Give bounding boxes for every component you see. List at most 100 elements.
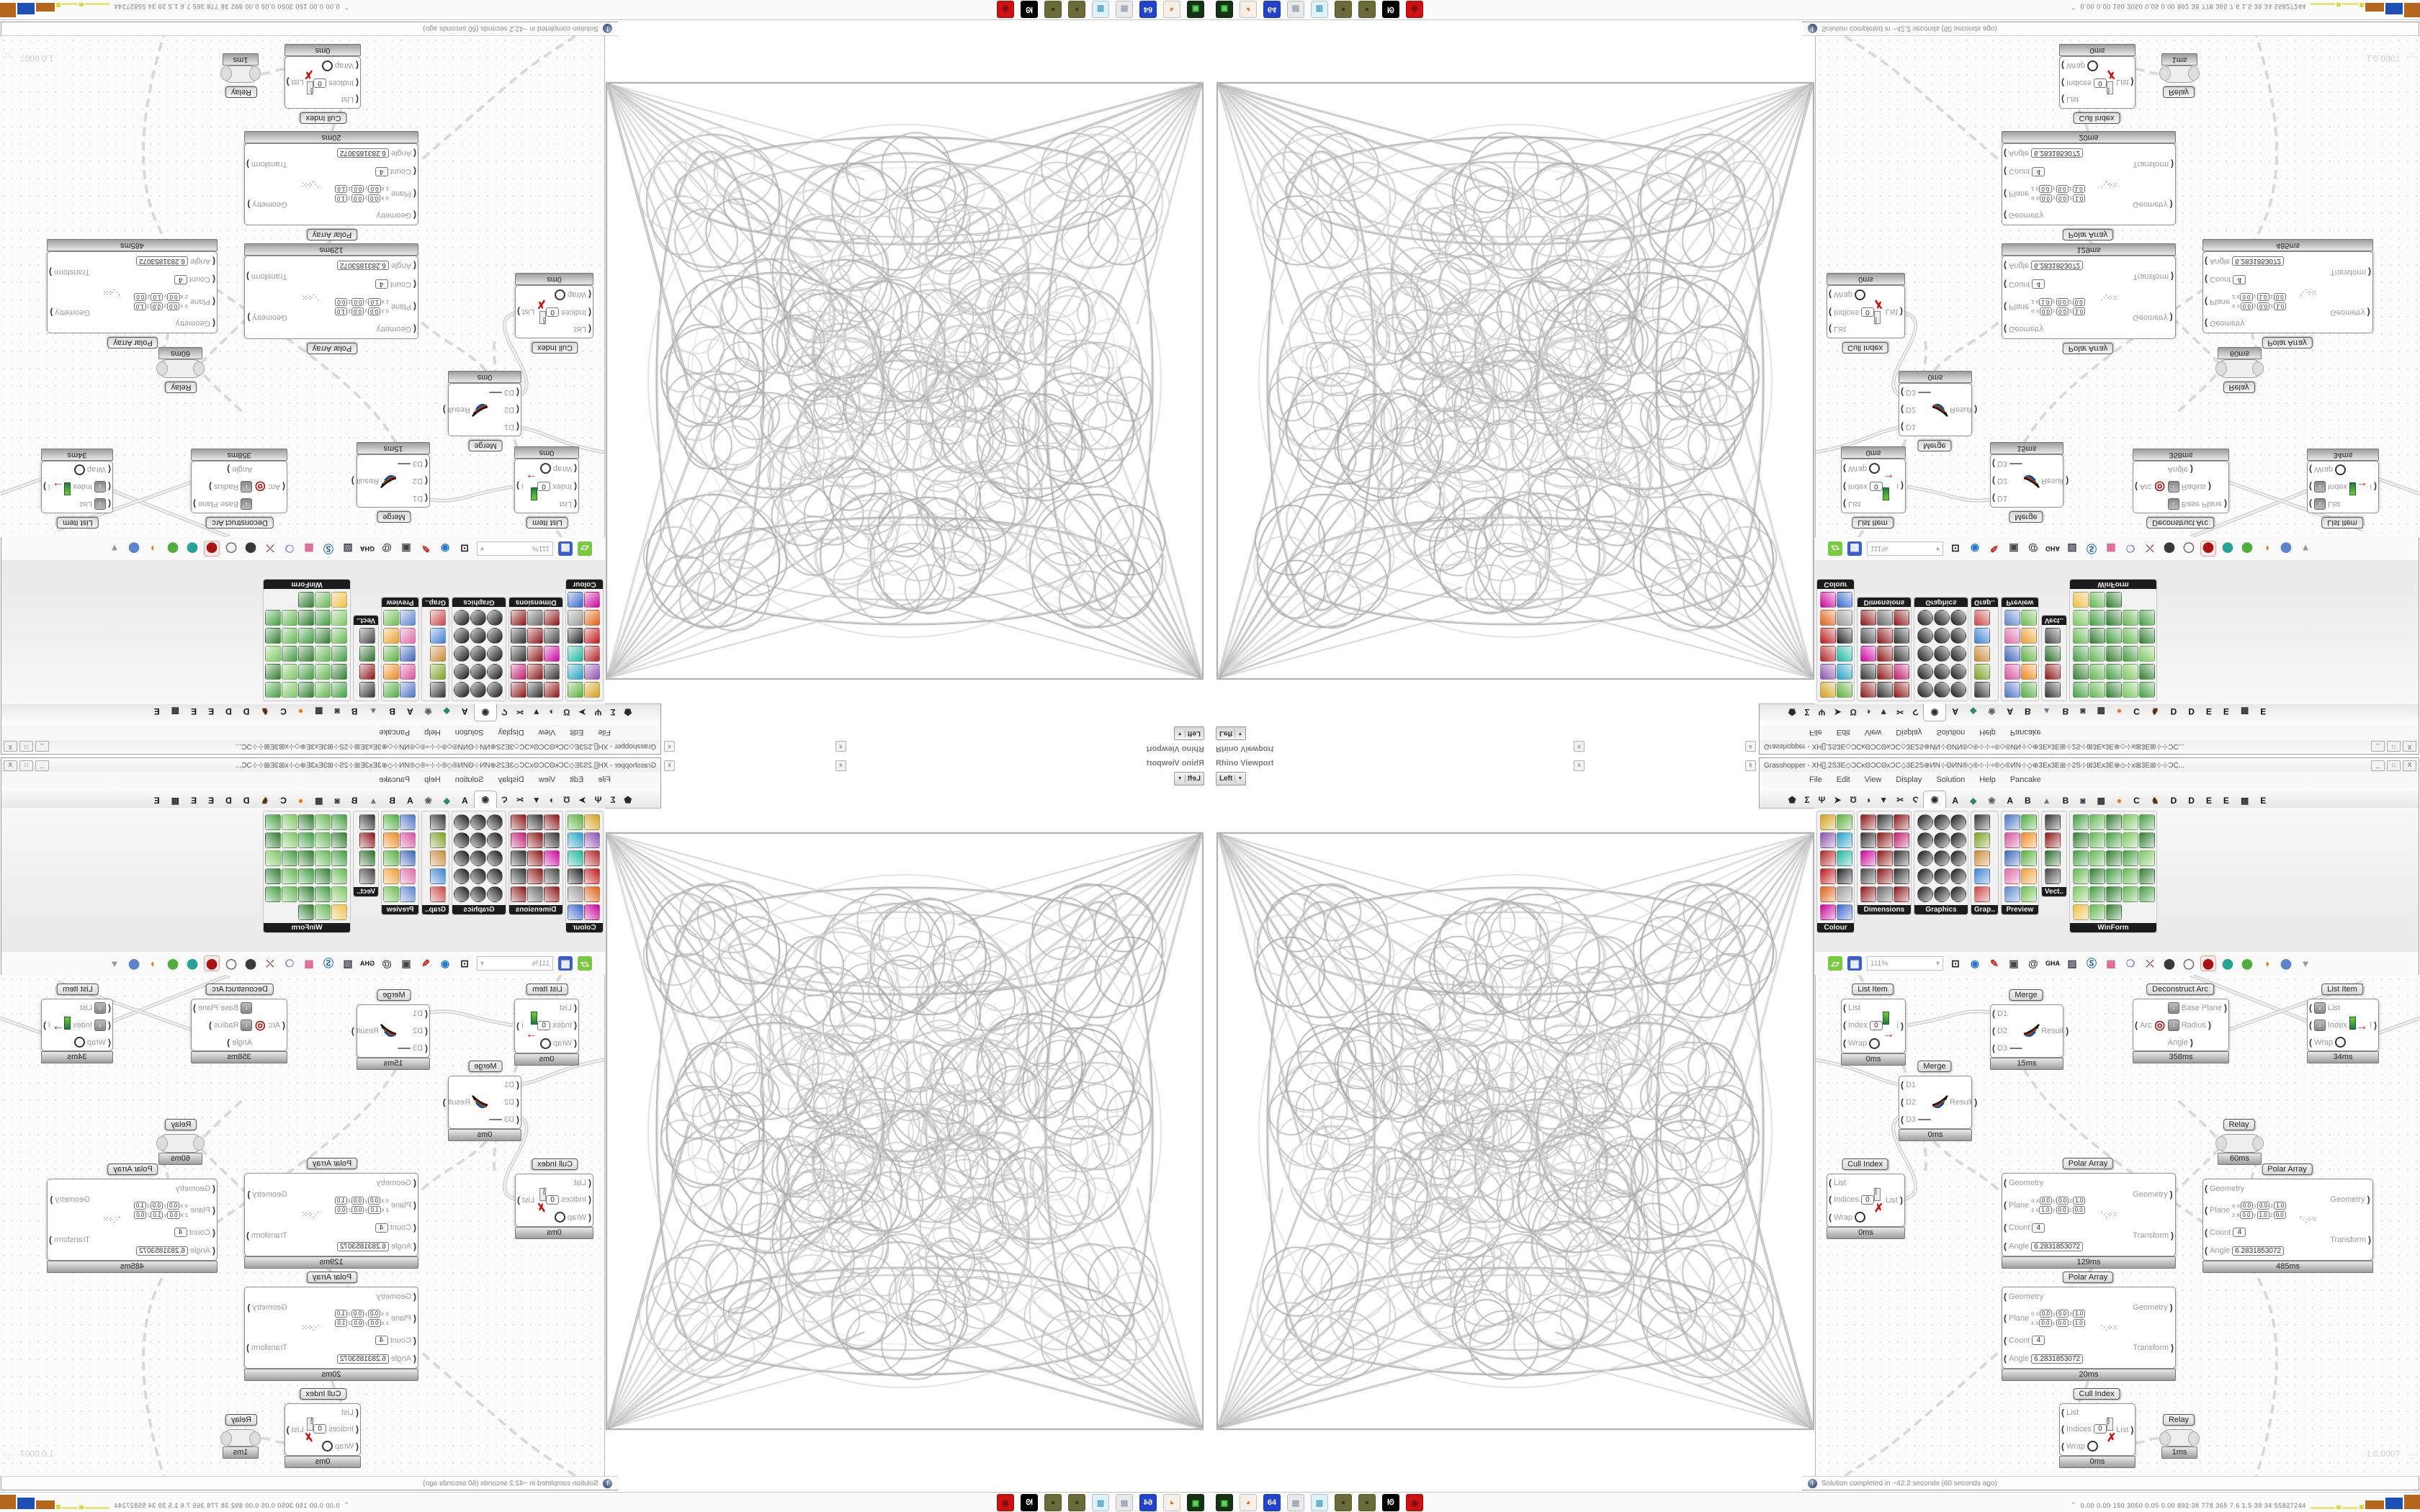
component-icon[interactable] bbox=[1917, 682, 1933, 698]
input-d1[interactable]: (D1 bbox=[1992, 493, 2022, 503]
component-icon[interactable] bbox=[383, 868, 400, 884]
camo-ball-icon[interactable]: ● bbox=[1068, 1, 1085, 18]
output-result[interactable]: Result) bbox=[443, 1097, 470, 1107]
node-nameplate-merge[interactable]: Merge bbox=[377, 989, 411, 1001]
input-wrap[interactable]: (Wrap bbox=[546, 1212, 591, 1223]
category-tab-plugin[interactable]: E bbox=[153, 706, 160, 716]
input-index[interactable]: (Index 0 bbox=[537, 482, 577, 492]
category-tab-plugin[interactable]: D bbox=[243, 796, 250, 806]
component-icon[interactable] bbox=[331, 610, 347, 626]
input-d1[interactable]: (D1 bbox=[1992, 1009, 2022, 1019]
preview-quality-green-button[interactable]: ⬤ bbox=[2241, 957, 2253, 969]
component-polar-array[interactable]: (Geometry(Plane o x 0.0 y 0.0 z 1.0 z x 0.0 y 1.0 z… bbox=[47, 1179, 218, 1261]
node-nameplate-list-item[interactable]: List Item bbox=[57, 517, 99, 528]
category-tab-plugin[interactable]: B bbox=[351, 796, 358, 806]
find-button[interactable]: Ⓢ bbox=[2087, 543, 2097, 554]
component-icon[interactable] bbox=[297, 832, 314, 848]
component-icon[interactable] bbox=[264, 868, 281, 884]
component-icon[interactable] bbox=[297, 646, 314, 662]
component-icon[interactable] bbox=[544, 868, 560, 884]
component-polar-array[interactable]: (Geometry(Plane o x 0.0 y 0.0 z 1.0 z x 1.0 y 0.0 z… bbox=[2002, 1173, 2176, 1256]
component-icon[interactable] bbox=[544, 628, 560, 644]
output-radius[interactable]: ↓ Radius) bbox=[193, 480, 253, 492]
component-cull-index[interactable]: (List(Indices 0(Wrap 1 2✗ List) bbox=[284, 1403, 361, 1456]
component-icon[interactable] bbox=[1837, 832, 1852, 848]
input-value[interactable]: 4 bbox=[2032, 1336, 2045, 1346]
component-icon[interactable] bbox=[1837, 610, 1852, 626]
component-icon[interactable] bbox=[470, 886, 486, 902]
category-tab-plugin[interactable]: A bbox=[461, 706, 468, 716]
grasshopper-canvas[interactable]: List Item(List(Index 0(Wrap → i) 0ms Merge(D1… bbox=[0, 36, 605, 537]
input-value[interactable]: 6.2831853072 bbox=[336, 261, 389, 271]
category-tab-plugin[interactable]: ◙ bbox=[2080, 796, 2086, 806]
category-tab-plugin[interactable]: ▩ bbox=[2240, 796, 2249, 806]
component-icon[interactable] bbox=[359, 868, 376, 884]
component-icon[interactable] bbox=[1950, 682, 1966, 698]
component-icon[interactable] bbox=[383, 628, 400, 644]
component-icon[interactable] bbox=[430, 682, 446, 698]
node-nameplate-polar-array[interactable]: Polar Array bbox=[2262, 337, 2313, 348]
input-indices[interactable]: (Indices 0 bbox=[1829, 307, 1874, 318]
input-value[interactable] bbox=[397, 463, 411, 464]
component-icon[interactable] bbox=[1974, 814, 1990, 830]
input-d3[interactable]: (D3 bbox=[1992, 1043, 2023, 1053]
component-icon[interactable] bbox=[1860, 850, 1876, 866]
category-tab-plugin[interactable]: C bbox=[2133, 706, 2140, 716]
component-icon[interactable] bbox=[1820, 868, 1836, 884]
component-icon[interactable] bbox=[544, 832, 560, 848]
open-file-button[interactable]: ▱ bbox=[1828, 541, 1842, 556]
component-icon[interactable] bbox=[400, 850, 416, 866]
input-value[interactable]: 4 bbox=[174, 1228, 187, 1238]
component-icon[interactable] bbox=[359, 682, 376, 698]
component-icon[interactable] bbox=[1877, 814, 1893, 830]
component-icon[interactable] bbox=[2106, 646, 2123, 662]
component-icon[interactable] bbox=[264, 664, 281, 680]
output-angle[interactable]: Angle) bbox=[2168, 464, 2227, 474]
preview-wireframe-button[interactable]: ◯ bbox=[2183, 543, 2195, 555]
component-icon[interactable] bbox=[584, 664, 600, 680]
input-list[interactable]: (List bbox=[537, 1003, 577, 1013]
component-icon[interactable] bbox=[297, 850, 314, 866]
node-nameplate-polar-array[interactable]: Polar Array bbox=[107, 337, 158, 348]
cluster-button[interactable]: ▩ bbox=[304, 543, 314, 555]
output-transform[interactable]: Transform) bbox=[246, 272, 287, 282]
preview-quality-blue-button[interactable]: ⬤ bbox=[2280, 957, 2292, 969]
category-tab-icon[interactable]: ◉ bbox=[1922, 791, 1947, 808]
component-icon[interactable] bbox=[1860, 646, 1876, 662]
cluster-button[interactable]: ▩ bbox=[2106, 957, 2116, 969]
floppy-64-icon[interactable]: 64 bbox=[1139, 1, 1157, 18]
input-value[interactable]: 0 bbox=[313, 78, 327, 88]
component-icon[interactable] bbox=[331, 832, 347, 848]
component-icon[interactable] bbox=[331, 814, 347, 830]
camo-ball-icon[interactable]: ● bbox=[1335, 1494, 1352, 1511]
category-tab-plugin[interactable]: ▩ bbox=[171, 796, 180, 806]
output-result[interactable]: Result) bbox=[2041, 1026, 2069, 1036]
component-icon[interactable] bbox=[470, 646, 486, 662]
component-icon[interactable] bbox=[487, 886, 503, 902]
category-tab-plugin[interactable]: C bbox=[280, 706, 287, 716]
category-tab-plugin[interactable]: E bbox=[191, 706, 197, 716]
component-icon[interactable] bbox=[314, 664, 331, 680]
component-icon[interactable] bbox=[430, 610, 446, 626]
component-icon[interactable] bbox=[297, 904, 314, 920]
input-value[interactable]: 0 bbox=[2093, 78, 2107, 88]
menu-item-file[interactable]: File bbox=[598, 775, 611, 784]
notepad-icon[interactable]: ▥ bbox=[1311, 1494, 1328, 1511]
palette-label[interactable]: Preview bbox=[382, 598, 419, 607]
component-icon[interactable] bbox=[2089, 904, 2106, 920]
component-icon[interactable] bbox=[1837, 904, 1852, 920]
category-tab-icon[interactable]: ◉ bbox=[473, 704, 498, 721]
component-icon[interactable] bbox=[2020, 832, 2037, 848]
input-geometry[interactable]: (Geometry bbox=[2004, 1178, 2085, 1188]
output-i[interactable]: i) bbox=[1897, 481, 1904, 491]
palette-label[interactable]: WinForm bbox=[2070, 580, 2157, 589]
save-button[interactable]: ▦ bbox=[558, 956, 573, 971]
component-icon[interactable] bbox=[470, 628, 486, 644]
component-icon[interactable] bbox=[1837, 592, 1852, 608]
menu-item-file[interactable]: File bbox=[1809, 728, 1822, 737]
preview-quality-half-button[interactable]: ◑ bbox=[2263, 543, 2270, 554]
paint-button[interactable]: ✎ bbox=[1990, 543, 1999, 555]
category-tab-plugin[interactable]: D bbox=[243, 706, 250, 716]
component-icon[interactable] bbox=[314, 832, 331, 848]
gha-installer-button[interactable]: GHA bbox=[2045, 545, 2060, 552]
